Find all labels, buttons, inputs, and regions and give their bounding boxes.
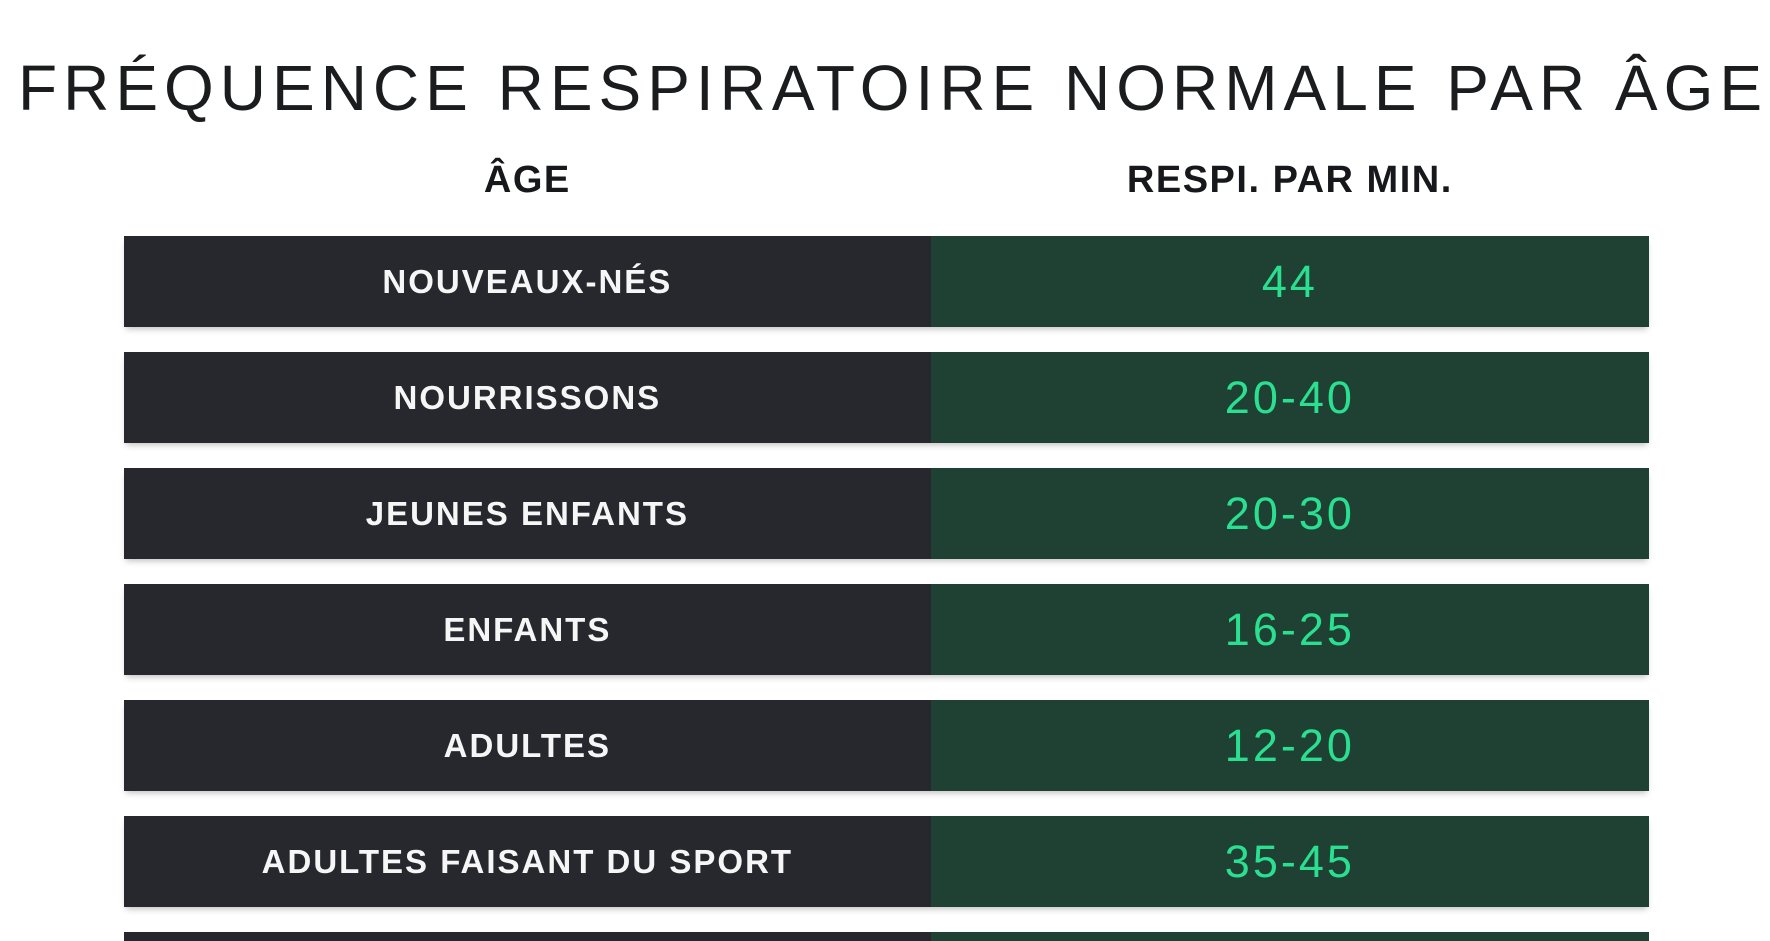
page-title: FRÉQUENCE RESPIRATOIRE NORMALE PAR ÂGE xyxy=(18,51,1769,124)
table-row: ENFANTS 16-25 xyxy=(124,584,1649,675)
value-label: 20-40 xyxy=(1224,371,1355,423)
value-label: 12-20 xyxy=(1224,719,1355,771)
partial-row-cutoff xyxy=(124,932,1649,941)
value-cell: 20-30 xyxy=(930,468,1649,559)
age-label: NOURRISSONS xyxy=(393,378,662,416)
table-row: ADULTES 12-20 xyxy=(124,700,1649,791)
age-cell: ADULTES FAISANT DU SPORT xyxy=(124,816,931,907)
table-row: NOURRISSONS 20-40 xyxy=(124,352,1649,443)
value-label: 20-30 xyxy=(1224,487,1355,539)
table-header-row: ÂGE RESPI. PAR MIN. xyxy=(124,150,1649,210)
respiratory-rate-table: ÂGE RESPI. PAR MIN. NOUVEAUX-NÉS 44 NOUR… xyxy=(124,150,1649,941)
table-row: ADULTES FAISANT DU SPORT 35-45 xyxy=(124,816,1649,907)
age-cell: NOUVEAUX-NÉS xyxy=(124,236,931,327)
age-cell: JEUNES ENFANTS xyxy=(124,468,931,559)
age-cell: ENFANTS xyxy=(124,584,931,675)
value-cell: 44 xyxy=(930,236,1649,327)
table-row: JEUNES ENFANTS 20-30 xyxy=(124,468,1649,559)
age-cell xyxy=(124,932,931,941)
column-header-age: ÂGE xyxy=(483,158,571,201)
value-label: 16-25 xyxy=(1224,603,1355,655)
value-cell: 12-20 xyxy=(930,700,1649,791)
value-cell: 35-45 xyxy=(930,816,1649,907)
value-cell: 20-40 xyxy=(930,352,1649,443)
age-label: JEUNES ENFANTS xyxy=(365,494,689,532)
age-label: NOUVEAUX-NÉS xyxy=(382,262,673,300)
age-label: ADULTES xyxy=(443,726,612,764)
value-cell: 16-25 xyxy=(930,584,1649,675)
table-body: NOUVEAUX-NÉS 44 NOURRISSONS 20-40 JEUNES… xyxy=(124,236,1649,941)
value-label: 44 xyxy=(1261,255,1318,307)
age-label: ADULTES FAISANT DU SPORT xyxy=(261,842,794,880)
age-label: ENFANTS xyxy=(443,610,612,648)
table-row: NOUVEAUX-NÉS 44 xyxy=(124,236,1649,327)
value-cell xyxy=(930,932,1649,941)
value-label: 35-45 xyxy=(1224,835,1355,887)
column-header-respirations: RESPI. PAR MIN. xyxy=(1126,158,1453,201)
age-cell: NOURRISSONS xyxy=(124,352,931,443)
age-cell: ADULTES xyxy=(124,700,931,791)
